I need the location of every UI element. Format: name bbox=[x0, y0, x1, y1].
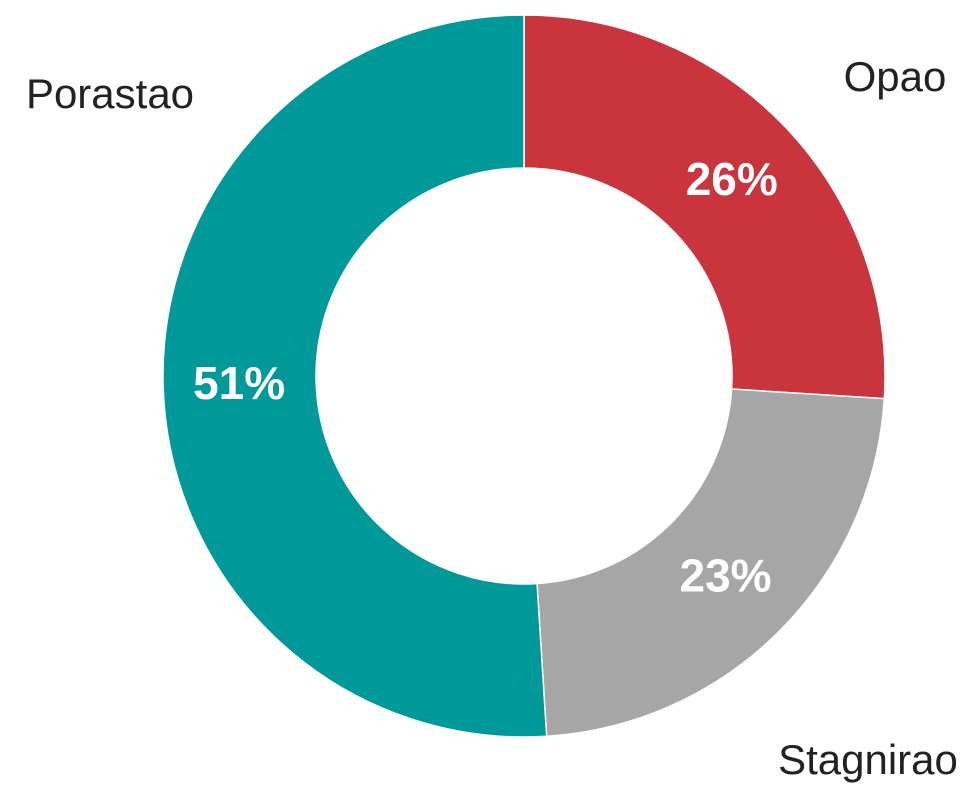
category-label: Porastao bbox=[26, 70, 194, 117]
value-label: 26% bbox=[686, 153, 778, 205]
donut-segment bbox=[536, 388, 886, 738]
category-label: Stagnirao bbox=[778, 736, 958, 783]
value-label: 51% bbox=[193, 357, 285, 409]
donut-segment bbox=[162, 14, 548, 738]
value-label: 23% bbox=[679, 550, 771, 602]
donut-segment bbox=[523, 14, 886, 400]
category-label: Opao bbox=[844, 53, 947, 100]
